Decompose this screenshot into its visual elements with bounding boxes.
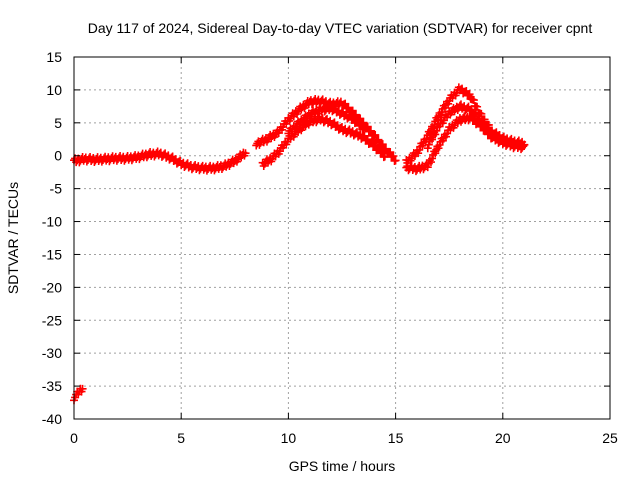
data-point xyxy=(348,106,357,115)
data-point xyxy=(371,130,380,139)
data-point xyxy=(378,140,387,149)
data-point xyxy=(469,96,478,105)
y-tick-label: -20 xyxy=(42,279,62,295)
chart-title: Day 117 of 2024, Sidereal Day-to-day VTE… xyxy=(88,20,593,36)
data-point xyxy=(472,109,480,118)
data-point xyxy=(467,105,476,114)
data-point xyxy=(475,114,484,123)
data-point xyxy=(482,125,491,134)
y-tick-label: -5 xyxy=(50,181,63,197)
data-point xyxy=(477,119,486,128)
data-point xyxy=(465,90,474,99)
x-tick-label: 10 xyxy=(281,430,297,446)
series-5 xyxy=(284,102,368,138)
series-8 xyxy=(423,100,486,153)
data-point xyxy=(391,156,400,165)
axis-ticks: 0 5 10 15 20 25 15 10 5 0 -5 -10 -15 -20 -25 -30 -35 -40 xyxy=(42,49,618,446)
data-point xyxy=(519,142,528,151)
series-1 xyxy=(70,384,87,405)
x-tick-label: 15 xyxy=(388,430,404,446)
data-point xyxy=(428,135,437,144)
data-point xyxy=(78,384,87,393)
series-2 xyxy=(70,147,250,175)
x-tick-label: 20 xyxy=(495,430,511,446)
data-point xyxy=(426,158,435,167)
y-tick-label: 5 xyxy=(54,115,62,131)
y-tick-label: 10 xyxy=(46,82,62,98)
data-point xyxy=(363,122,372,131)
data-point xyxy=(432,126,441,135)
x-tick-label: 5 xyxy=(177,430,185,446)
data-point xyxy=(473,102,482,111)
x-tick-label: 25 xyxy=(602,430,618,446)
y-tick-label: 15 xyxy=(46,49,62,65)
data-point xyxy=(357,120,366,129)
data-point xyxy=(431,149,440,158)
data-point xyxy=(378,148,387,157)
y-tick-label: -15 xyxy=(42,246,62,262)
data-point xyxy=(241,149,250,158)
y-axis-label: SDTVAR / TECUs xyxy=(5,182,21,294)
data-point xyxy=(520,140,529,149)
gridlines xyxy=(74,57,610,419)
data-point xyxy=(424,140,433,149)
y-tick-label: -25 xyxy=(42,312,62,328)
data-point xyxy=(374,135,383,144)
data-point xyxy=(366,126,375,135)
x-axis-label: GPS time / hours xyxy=(289,458,396,474)
data-point xyxy=(431,130,440,139)
y-tick-label: -30 xyxy=(42,345,62,361)
data-point xyxy=(423,163,432,172)
series-6 xyxy=(402,83,529,167)
data-point xyxy=(359,124,368,133)
y-tick-label: -10 xyxy=(42,214,62,230)
data-point xyxy=(380,152,389,161)
series-4 xyxy=(258,112,389,170)
y-tick-label: -35 xyxy=(42,378,62,394)
y-tick-label: 0 xyxy=(54,148,62,164)
data-point xyxy=(428,154,437,163)
data-point xyxy=(389,151,398,160)
y-tick-label: -40 xyxy=(42,411,62,427)
data-series xyxy=(70,83,529,405)
plot-frame xyxy=(73,56,611,420)
x-tick-label: 0 xyxy=(70,430,78,446)
data-point xyxy=(423,144,432,153)
